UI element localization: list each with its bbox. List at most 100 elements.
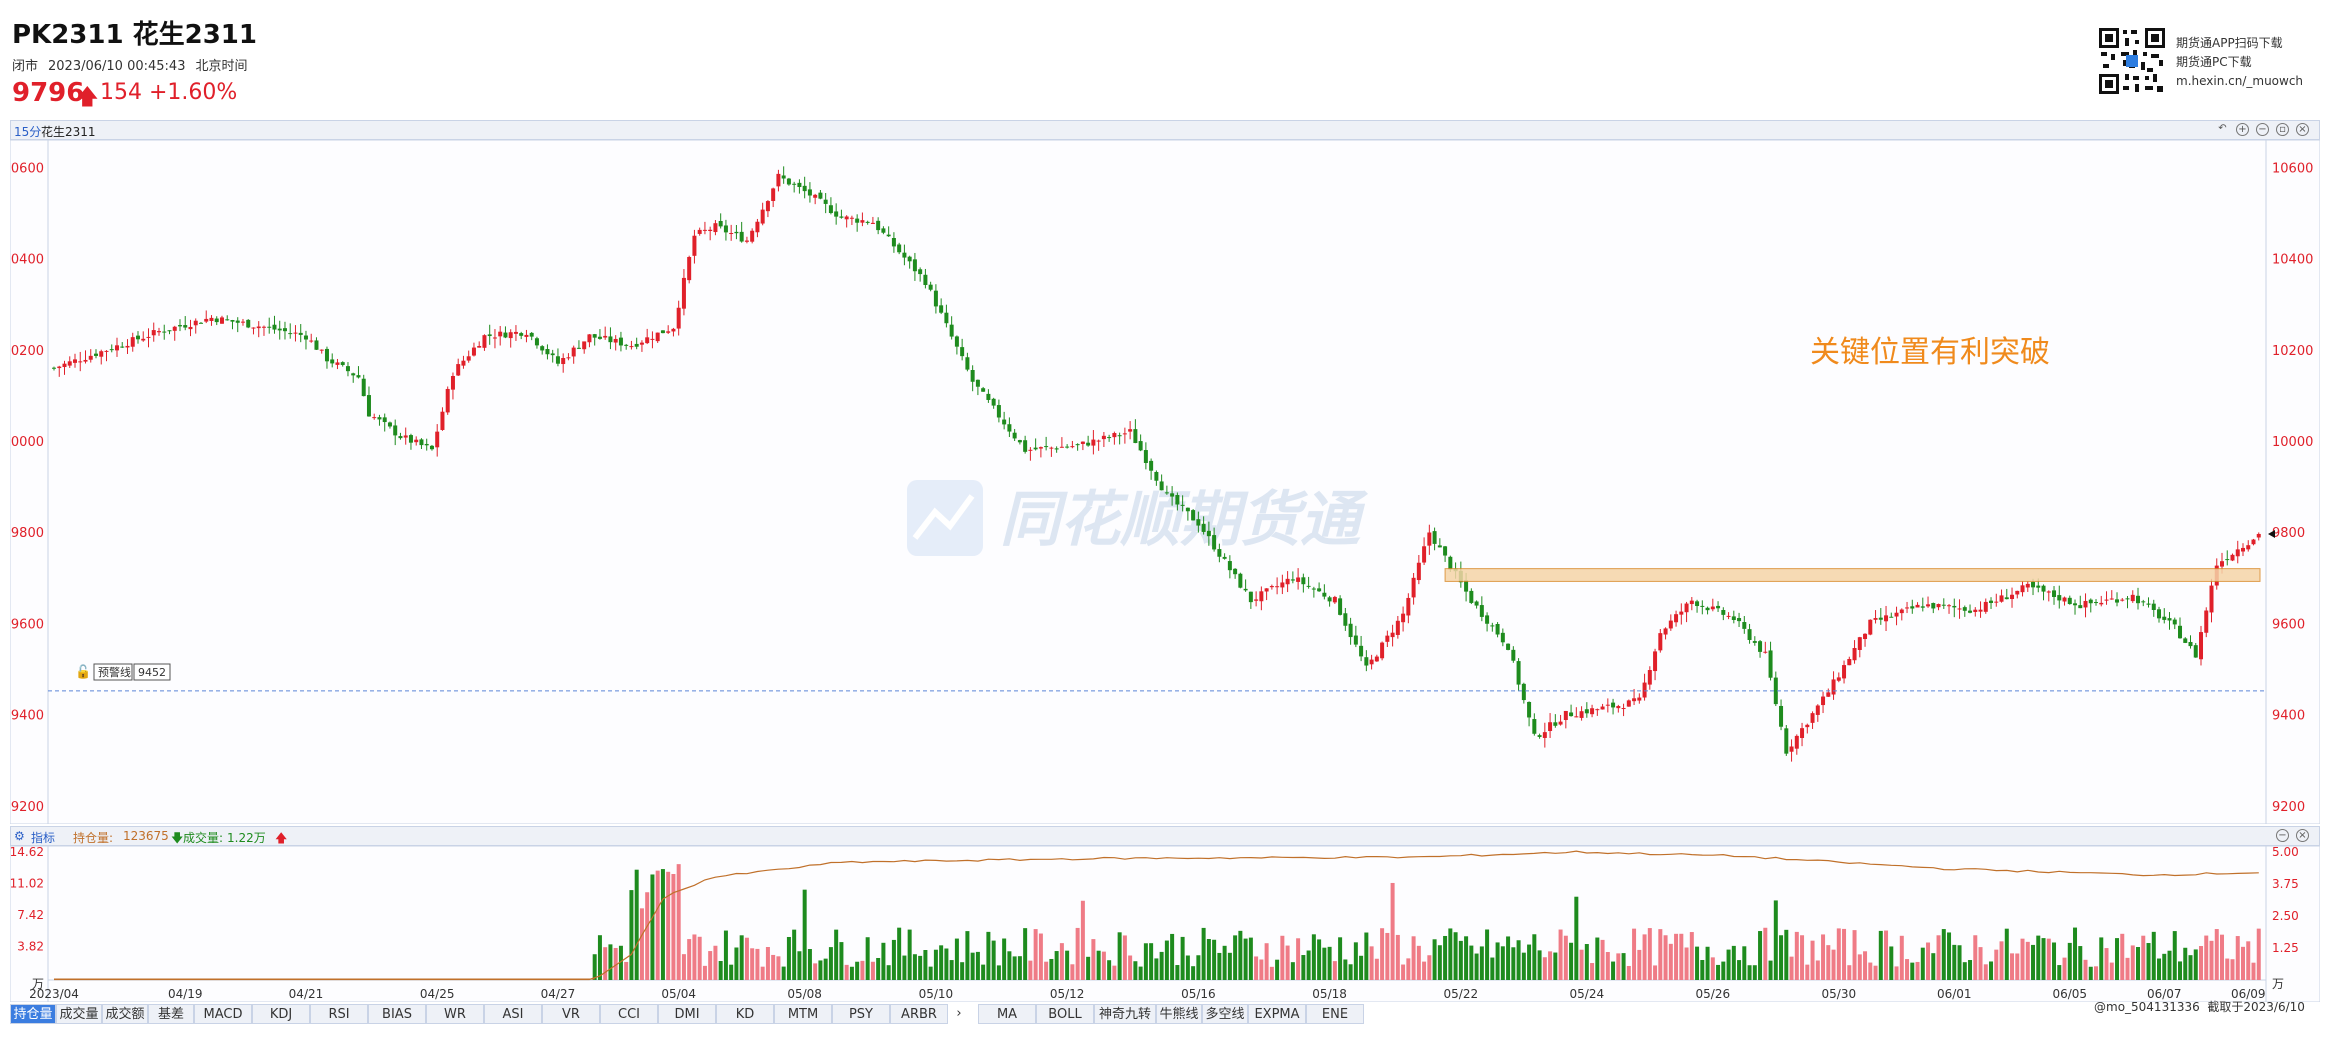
volume-bar [1101, 951, 1106, 980]
volume-bar [1511, 947, 1516, 980]
volume-bar [1647, 928, 1652, 980]
candle [2251, 538, 2256, 546]
tab-ene[interactable]: ENE [1306, 1004, 1364, 1024]
fullscreen-icon[interactable]: ▫ [2276, 123, 2289, 136]
volume-bar [2151, 931, 2156, 980]
volume-bar [697, 936, 702, 980]
candle [1033, 438, 1038, 451]
zoom-out-icon[interactable]: − [2256, 123, 2269, 136]
candle [377, 414, 382, 426]
tab-rsi[interactable]: RSI [310, 1004, 368, 1024]
candle [1558, 714, 1563, 726]
candle [1269, 584, 1274, 590]
candlestick-chart[interactable]: 同花顺期货通 9200 9200 9400 9400 9600 9600 9800 9800 1… [10, 140, 2320, 824]
volume-bar [1679, 933, 1684, 980]
volume-bar [776, 956, 781, 980]
zoom-in-icon[interactable]: + [2236, 123, 2249, 136]
volume-bar [1905, 959, 1910, 980]
candle [1800, 722, 1805, 747]
tab-持仓量[interactable]: 持仓量 [10, 1004, 56, 1024]
candle [1338, 595, 1343, 616]
candle [398, 432, 403, 440]
tab-多空线[interactable]: 多空线 [1202, 1004, 1248, 1024]
candle [120, 342, 125, 348]
tab-cci[interactable]: CCI [600, 1004, 658, 1024]
tab-vr[interactable]: VR [542, 1004, 600, 1024]
volume-bar [1091, 939, 1096, 980]
tab-psy[interactable]: PSY [832, 1004, 890, 1024]
candle [1758, 639, 1763, 658]
candle [298, 324, 303, 343]
volume-bar [1422, 961, 1427, 980]
indicator-label[interactable]: 指标 [31, 831, 56, 845]
close-icon[interactable]: × [2296, 829, 2309, 842]
volume-bar [933, 949, 938, 980]
tab-ma[interactable]: MA [978, 1004, 1036, 1024]
candle [1773, 671, 1778, 707]
volume-bar [2183, 947, 2188, 980]
tab-asi[interactable]: ASI [484, 1004, 542, 1024]
tab-mtm[interactable]: MTM [774, 1004, 832, 1024]
alert-tag[interactable]: 🔓 预警线 9452 [75, 663, 171, 681]
promo-url[interactable]: m.hexin.cn/_muowch [2176, 74, 2304, 88]
volume-bar [1558, 929, 1563, 980]
volume-bar [876, 957, 881, 980]
candle [1290, 571, 1295, 584]
volume-bar [1532, 934, 1537, 980]
tab-arbr[interactable]: ARBR [890, 1004, 948, 1024]
tab-神奇九转[interactable]: 神奇九转 [1094, 1004, 1156, 1024]
volume-bar [744, 937, 749, 980]
volume-bar [650, 874, 655, 980]
candle [813, 193, 818, 205]
volume-bar [860, 960, 865, 980]
candle [582, 341, 587, 354]
candle [723, 219, 728, 241]
volume-bar [2115, 938, 2120, 980]
candle [765, 200, 770, 218]
close-icon[interactable]: × [2296, 123, 2309, 136]
x-tick: 05/16 [1181, 987, 1216, 1001]
candle [545, 344, 550, 360]
candle [2078, 595, 2083, 609]
candle [839, 209, 844, 219]
volume-bar [1595, 937, 1600, 980]
indicator-settings-icon[interactable]: ⚙ [14, 829, 25, 843]
tab-kdj[interactable]: KDJ [252, 1004, 310, 1024]
candle [1044, 436, 1049, 451]
zoom-out-icon[interactable]: − [2276, 829, 2289, 842]
tab-成交额[interactable]: 成交额 [102, 1004, 148, 1024]
volume-bar [671, 873, 676, 980]
candle [1086, 435, 1091, 447]
tab-成交量[interactable]: 成交量 [56, 1004, 102, 1024]
volume-chart[interactable]: 3.82 7.42 11.02 14.62 万 万 1.25 2.50 3.75 5.00 2023… [10, 846, 2320, 1002]
tab-kd[interactable]: KD [716, 1004, 774, 1024]
tab-macd[interactable]: MACD [194, 1004, 252, 1024]
volume-bar [1852, 930, 1857, 980]
volume-bar [1884, 930, 1889, 980]
volume-bar [1327, 946, 1332, 980]
candle [1416, 554, 1421, 585]
volume-bar [1726, 949, 1731, 980]
candle [482, 334, 487, 351]
promo-pc[interactable]: 期货通PC下载 [2176, 55, 2252, 69]
qr-code-icon[interactable] [2097, 26, 2167, 96]
tab-wr[interactable]: WR [426, 1004, 484, 1024]
candle [708, 226, 713, 241]
candle [1700, 600, 1705, 615]
tab-牛熊线[interactable]: 牛熊线 [1156, 1004, 1202, 1024]
tab-boll[interactable]: BOLL [1036, 1004, 1094, 1024]
candle [125, 339, 130, 354]
candle [1485, 612, 1490, 632]
candle [618, 331, 623, 352]
period-selector[interactable]: 15分 [14, 125, 42, 139]
volume-bar [2167, 950, 2172, 980]
tab-more[interactable]: › [956, 1006, 962, 1021]
tab-基差[interactable]: 基差 [148, 1004, 194, 1024]
tab-bias[interactable]: BIAS [368, 1004, 426, 1024]
tab-expma[interactable]: EXPMA [1248, 1004, 1306, 1024]
tab-dmi[interactable]: DMI [658, 1004, 716, 1024]
promo-app[interactable]: 期货通APP扫码下载 [2176, 36, 2283, 50]
undo-icon[interactable]: ↶ [2218, 123, 2227, 134]
volume-bar [1826, 945, 1831, 980]
candle [2172, 617, 2177, 630]
